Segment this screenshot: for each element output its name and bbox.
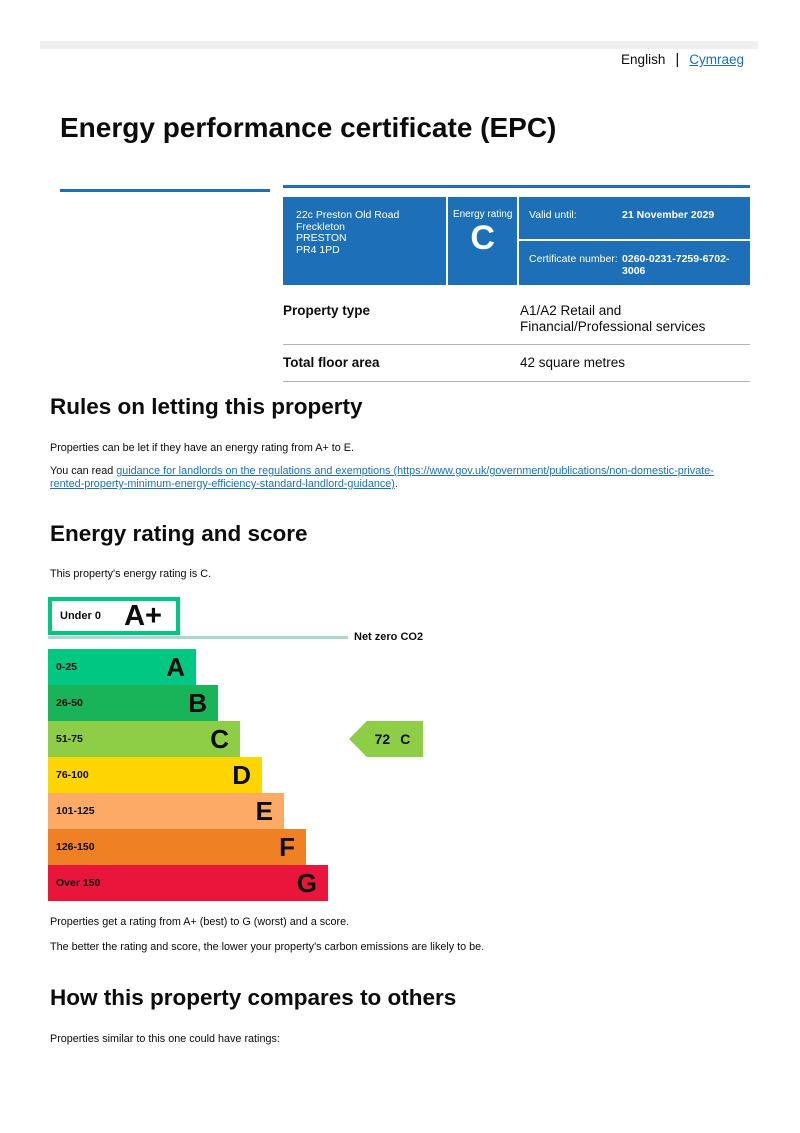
score-pointer: 72 C: [349, 721, 423, 757]
address-line-1: 22c Preston Old Road: [296, 209, 400, 221]
guidance-text-prefix: You can read: [50, 465, 117, 477]
floor-area-label: Total floor area: [283, 355, 380, 370]
rating-band-b: 26-50 B: [48, 685, 218, 721]
compare-heading: How this property compares to others: [50, 985, 457, 1010]
band-letter: F: [279, 832, 295, 862]
energy-rating-chart: Under 0 A+ Net zero CO2 0-25 A 26-50 B 51-75…: [48, 597, 518, 901]
summary-accent-rule: [283, 185, 750, 188]
rating-bands: 0-25 A 26-50 B 51-75 C 76-100 D 101-125 E 126-150 F…: [48, 649, 328, 901]
certificate-number-value: 0260-0231-7259-6702-3006: [622, 253, 730, 277]
band-letter: D: [232, 760, 251, 790]
band-range-label: Over 150: [56, 877, 101, 889]
page-title: Energy performance certificate (EPC): [60, 112, 557, 143]
property-type-value-line: A1/A2 Retail and: [520, 303, 622, 318]
landlord-guidance-link[interactable]: guidance for landlords on the regulation…: [50, 465, 714, 490]
language-switcher: English | Cymraeg: [621, 51, 744, 68]
valid-until-row: Valid until: 21 November 2029: [519, 197, 750, 239]
address-line-2: Freckleton: [296, 220, 346, 233]
floor-area-value: 42 square metres: [520, 355, 626, 370]
certificate-summary-box: 22c Preston Old Road Freckleton PRESTON …: [283, 197, 751, 285]
summary-divider: [519, 239, 751, 241]
property-address: 22c Preston Old Road Freckleton PRESTON …: [283, 197, 446, 285]
left-accent-rule: [60, 189, 270, 192]
band-range-label: 0-25: [56, 661, 78, 673]
table-row-property-type: Property type A1/A2 Retail and Financial…: [283, 293, 750, 345]
certificate-number-row: Certificate number: 0260-0231-7259-6702-…: [519, 241, 750, 285]
rating-footnote-1: Properties get a rating from A+ (best) t…: [50, 916, 350, 928]
compare-intro: Properties similar to this one could hav…: [50, 1033, 280, 1045]
rating-band-f: 126-150 F: [48, 829, 306, 865]
energy-rating-label: Energy rating: [452, 209, 513, 220]
band-letter: B: [188, 688, 207, 718]
band-range-label: 101-125: [56, 805, 95, 817]
rules-heading: Rules on letting this property: [50, 394, 363, 419]
address-line-3: PRESTON: [296, 232, 347, 244]
language-current: English: [621, 52, 666, 67]
band-range-label: 51-75: [56, 733, 83, 745]
net-zero-marker: Net zero CO2: [48, 631, 423, 643]
energy-rating-panel: Energy rating C: [448, 197, 517, 285]
rating-band-c: 51-75 C: [48, 721, 240, 757]
valid-until-value: 21 November 2029: [622, 209, 715, 221]
header-divider-bar: [40, 41, 758, 49]
address-line-4: PR4 1PD: [296, 243, 340, 256]
rating-band-e: 101-125 E: [48, 793, 284, 829]
valid-until-label: Valid until:: [529, 209, 577, 221]
rating-band-d: 76-100 D: [48, 757, 262, 793]
table-row-floor-area: Total floor area 42 square metres: [283, 345, 750, 382]
band-letter: G: [296, 868, 317, 898]
summary-divider: [446, 197, 449, 285]
band-letter: A: [166, 652, 185, 682]
score-band: C: [400, 731, 411, 747]
rating-footnote-2: The better the rating and score, the low…: [50, 941, 485, 953]
score-value: 72: [374, 731, 391, 747]
rating-band-g: Over 150 G: [48, 865, 328, 901]
net-zero-label: Net zero CO2: [354, 631, 424, 643]
property-details-table: Property type A1/A2 Retail and Financial…: [283, 293, 750, 382]
rating-intro: This property's energy rating is C.: [50, 568, 212, 580]
language-separator: |: [675, 51, 680, 68]
property-type-label: Property type: [283, 303, 371, 318]
language-link-cymraeg[interactable]: Cymraeg: [689, 52, 744, 67]
band-letter: E: [255, 796, 273, 826]
band-range-label: 126-150: [56, 841, 95, 853]
rules-guidance-paragraph: You can read guidance for landlords on t…: [50, 465, 738, 491]
band-range-label: 76-100: [56, 769, 89, 781]
rules-paragraph: Properties can be let if they have an en…: [50, 442, 354, 454]
band-letter: C: [210, 724, 229, 754]
guidance-text-suffix: .: [394, 478, 398, 490]
property-type-value-line: Financial/Professional services: [520, 318, 706, 334]
rating-band-a: 0-25 A: [48, 649, 196, 685]
property-type-value: A1/A2 Retail and Financial/Professional …: [520, 303, 742, 334]
certificate-meta-panel: Valid until: 21 November 2029 Certificat…: [519, 197, 751, 285]
net-zero-line: [48, 635, 348, 639]
band-letter: A+: [124, 599, 162, 632]
rating-band-a-plus: Under 0 A+: [48, 597, 180, 635]
certificate-number-label: Certificate number:: [529, 253, 618, 265]
band-range-label: Under 0: [60, 610, 101, 622]
band-range-label: 26-50: [56, 697, 83, 709]
rating-heading: Energy rating and score: [50, 521, 308, 546]
summary-divider: [517, 197, 520, 285]
energy-rating-value: C: [470, 219, 495, 257]
